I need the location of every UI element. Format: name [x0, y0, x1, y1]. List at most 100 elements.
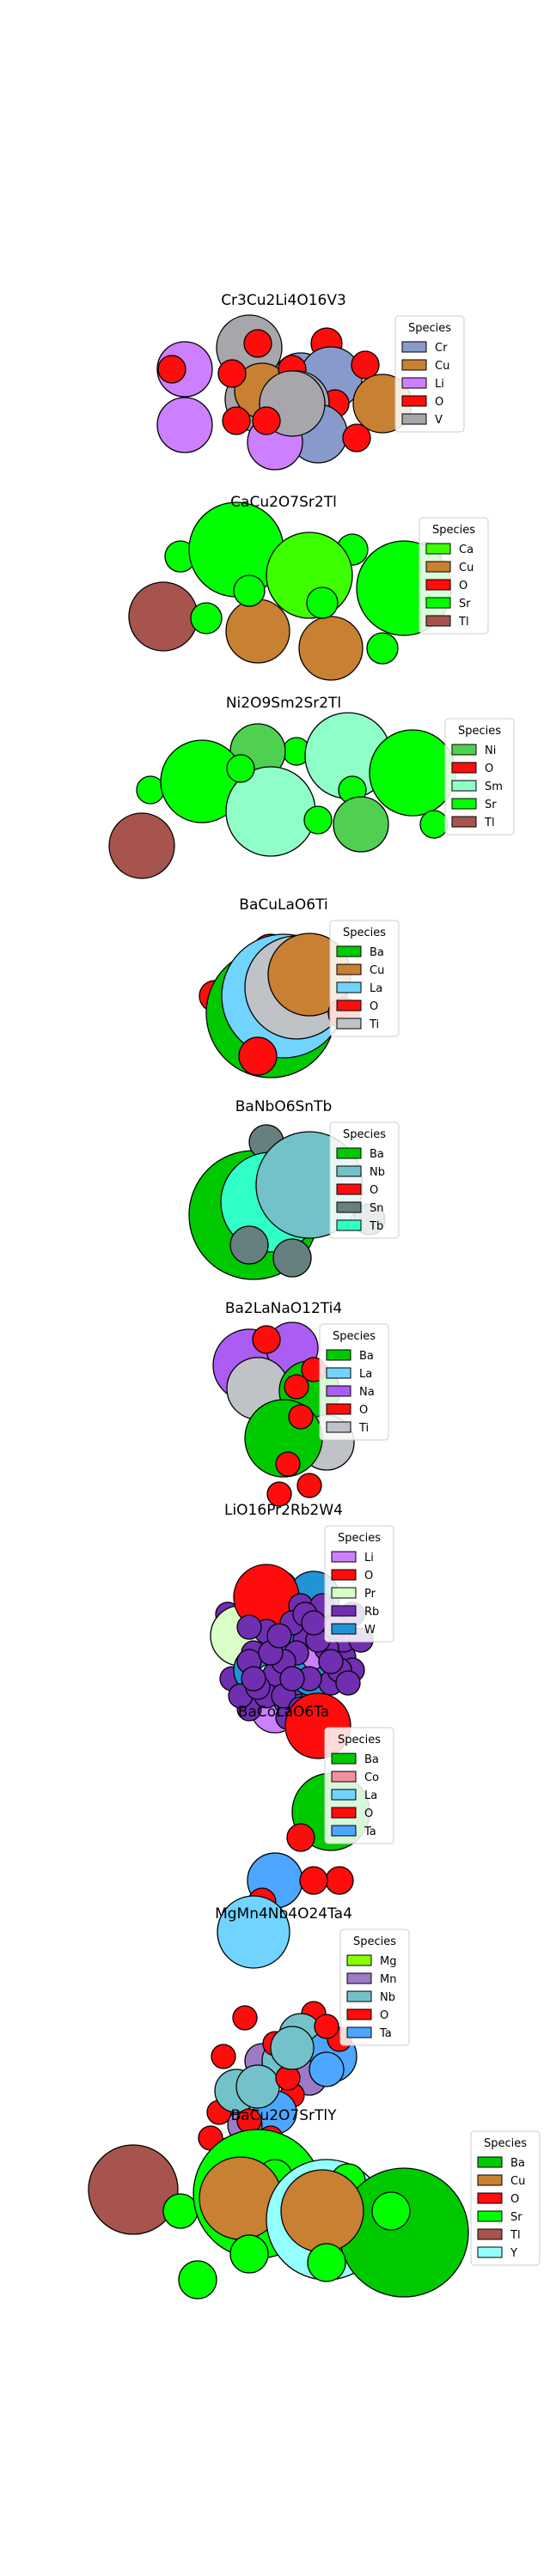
- legend-title: Species: [353, 1935, 396, 1948]
- legend-swatch-cu: [477, 2174, 503, 2186]
- panel-title: BaNbO6SnTb: [235, 1098, 333, 1115]
- atom-sphere-o: [222, 406, 251, 435]
- legend-swatch-sm: [451, 780, 477, 792]
- legend-swatch-o: [336, 1183, 362, 1195]
- legend-label: Sr: [459, 598, 471, 611]
- legend-label: Ti: [358, 1422, 369, 1435]
- legend-label: O: [364, 1570, 373, 1583]
- legend-swatch-li: [401, 377, 427, 389]
- legend-swatch-ta: [346, 2026, 372, 2038]
- panel-title: BaCoLaO6Ta: [238, 1704, 329, 1721]
- atom-sphere-tl: [128, 581, 199, 652]
- legend-swatch-o: [425, 579, 451, 591]
- legend-title: Species: [484, 2137, 527, 2150]
- atom-sphere-tl: [108, 812, 175, 879]
- legend-swatch-mn: [346, 1972, 372, 1984]
- atom-sphere-sr: [303, 805, 333, 835]
- structure-panel: BaNbO6SnTb Species Ba Nb O Sn Tb: [188, 1098, 400, 1280]
- species-legend: Species Ca Cu O Sr Tl: [419, 517, 489, 635]
- legend-label: Ba: [370, 946, 384, 959]
- legend-label: Cu: [510, 2175, 525, 2188]
- atom-sphere-rb: [301, 1610, 327, 1636]
- atom-sphere-o: [211, 2044, 236, 2069]
- legend-swatch-la: [331, 1789, 357, 1801]
- atom-sphere-rb: [266, 1623, 292, 1649]
- legend-swatch-ti: [326, 1421, 351, 1433]
- panel-title: Cr3Cu2Li4O16V3: [221, 292, 346, 309]
- legend-label: O: [364, 1807, 373, 1820]
- legend-label: Sr: [485, 799, 497, 811]
- atom-sphere-o: [252, 406, 281, 435]
- legend-label: Cu: [459, 562, 474, 574]
- panel-title: BaCuLaO6Ti: [239, 896, 327, 914]
- legend-label: Sr: [510, 2211, 522, 2224]
- structure-panel: BaCu2O7SrTlY Species Ba Cu O Sr Tl Y: [88, 2107, 541, 2300]
- atom-sphere-rb: [241, 1666, 266, 1692]
- legend-swatch-tl: [425, 615, 451, 627]
- atom-sphere-rb: [279, 1666, 305, 1692]
- legend-swatch-ti: [336, 1018, 362, 1030]
- atom-sphere-o: [275, 1451, 301, 1477]
- atom-sphere-sr: [229, 2234, 269, 2274]
- atom-sphere-sr: [371, 2191, 411, 2231]
- structure-panel: Cr3Cu2Li4O16V3 Species Cr Cu Li OV: [156, 292, 465, 471]
- legend-label: O: [510, 2193, 519, 2206]
- legend-title: Species: [432, 524, 475, 537]
- legend-label: Ta: [379, 2027, 392, 2040]
- atom-sphere-o: [266, 1481, 292, 1507]
- legend-swatch-ba: [336, 945, 362, 957]
- legend-label: Ba: [370, 1148, 384, 1161]
- legend-label: Ba: [364, 1753, 379, 1766]
- legend-swatch-sr: [451, 798, 477, 810]
- atom-sphere-o: [284, 1374, 309, 1400]
- legend-label: Sm: [485, 781, 503, 793]
- legend-swatch-cu: [336, 963, 362, 975]
- legend-swatch-nb: [336, 1165, 362, 1177]
- legend-label: Na: [359, 1386, 375, 1399]
- atom-sphere-sr: [190, 602, 223, 635]
- legend-label: Ni: [485, 744, 496, 757]
- legend-swatch-la: [326, 1367, 351, 1379]
- atom-sphere-sr: [366, 632, 399, 665]
- legend-swatch-ni: [451, 744, 477, 756]
- legend-swatch-w: [331, 1623, 357, 1635]
- atom-sphere-o: [314, 2014, 339, 2039]
- species-legend: Species Ni O Sm Sr Tl: [444, 718, 515, 835]
- legend-swatch-la: [336, 981, 362, 993]
- legend-swatch-o: [336, 999, 362, 1012]
- legend-label: O: [359, 1404, 368, 1417]
- legend-label: Rb: [364, 1606, 379, 1619]
- atom-sphere-ba: [339, 2167, 469, 2298]
- structure-panel: BaCoLaO6Ta Species Ba Co La O Ta: [217, 1704, 394, 1969]
- atom-sphere-o: [275, 2065, 301, 2091]
- legend-swatch-cu: [425, 561, 451, 573]
- legend-swatch-ba: [477, 2156, 503, 2168]
- legend-title: Species: [338, 1734, 381, 1747]
- legend-label: O: [435, 396, 443, 409]
- legend-label: Pr: [364, 1588, 376, 1601]
- legend-swatch-v: [401, 413, 427, 425]
- species-legend: Species Mg Mn Nb O Ta: [339, 1929, 410, 2046]
- structure-panel: CaCu2O7Sr2Tl Species Ca Cu O Sr Tl: [128, 494, 489, 681]
- atom-sphere-nb: [270, 2026, 315, 2070]
- atom-sphere-tl: [88, 2144, 179, 2235]
- species-legend: Species Ba Cu La O Ti: [329, 920, 400, 1037]
- legend-swatch-cu: [401, 359, 427, 371]
- atom-sphere-o: [157, 355, 186, 384]
- atom-sphere-rb: [318, 1649, 344, 1674]
- atom-sphere-sn: [272, 1238, 312, 1278]
- legend-swatch-ca: [425, 543, 451, 555]
- species-legend: Species Ba Nb O Sn Tb: [329, 1121, 400, 1239]
- legend-swatch-mg: [346, 1954, 372, 1966]
- atom-sphere-o: [243, 329, 272, 358]
- atom-sphere-o: [252, 1325, 281, 1354]
- legend-label: Li: [435, 378, 444, 391]
- legend-label: Tl: [458, 616, 469, 629]
- legend-label: Mn: [380, 1973, 396, 1986]
- atom-sphere-o: [299, 1866, 328, 1895]
- legend-swatch-pr: [331, 1587, 357, 1599]
- structure-panel: LiO16Pr2Rb2W4 Species Li O Pr Rb W: [210, 1502, 394, 1759]
- legend-label: Co: [364, 1771, 379, 1784]
- structure-panel: Ba2LaNaO12Ti4 Species Ba La Na O Ti: [212, 1300, 389, 1507]
